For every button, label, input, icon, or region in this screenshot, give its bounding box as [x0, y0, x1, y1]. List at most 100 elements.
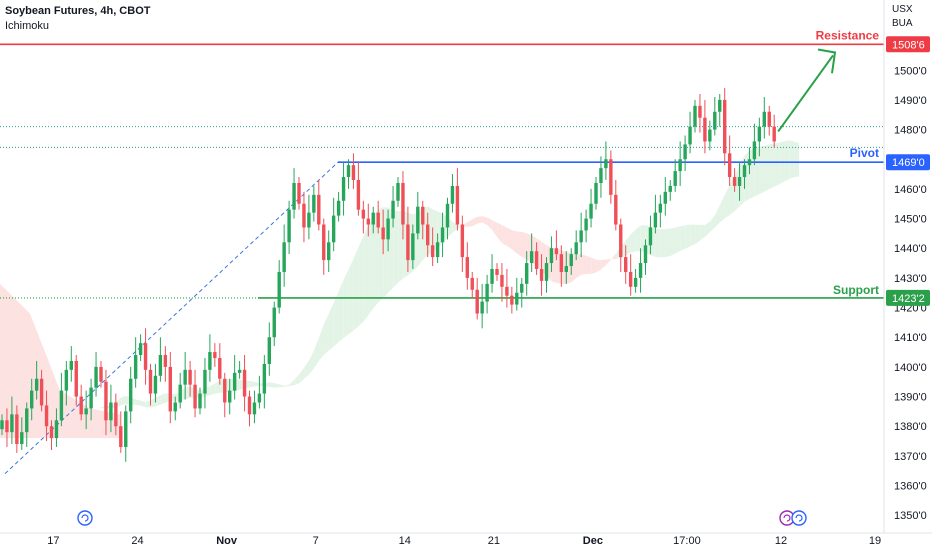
resistance-label: Resistance	[816, 28, 880, 42]
cloud-segment	[635, 225, 641, 252]
candle-body	[371, 212, 375, 225]
x-tick-label: 19	[869, 535, 881, 547]
candle-body	[237, 369, 242, 373]
cloud-segment	[299, 367, 305, 384]
cloud-segment	[690, 224, 696, 247]
candle-body	[208, 352, 212, 370]
candle-body	[64, 369, 69, 391]
candle-body	[673, 171, 677, 186]
candle-body	[569, 254, 573, 267]
candle-body	[20, 432, 24, 445]
level-labels: Resistance Pivot Support	[816, 28, 880, 297]
candle-body	[39, 378, 44, 406]
cloud-segment	[764, 144, 770, 192]
cloud-segment	[269, 382, 275, 388]
cloud-segment	[695, 224, 701, 244]
candle-body	[257, 393, 262, 403]
cloud-segment	[353, 246, 359, 331]
cloud-segment	[477, 216, 483, 224]
cloud-segment	[294, 374, 300, 386]
candle-body	[396, 182, 400, 201]
cloud-segment	[358, 235, 364, 327]
candle-body	[59, 390, 64, 421]
cloud-segment	[314, 337, 320, 369]
resistance-price-text: 1508'6	[892, 39, 925, 51]
candle-body	[480, 301, 484, 314]
candle-body	[104, 381, 108, 421]
candle-body	[133, 355, 138, 379]
support-price-text: 1423'2	[892, 293, 925, 305]
candle-body	[426, 224, 430, 246]
candle-body	[490, 269, 494, 284]
cloud-segment	[789, 140, 795, 179]
y-tick-label: 1480'0	[894, 125, 927, 137]
candle-body	[302, 203, 306, 228]
candle-body	[138, 343, 143, 356]
candle-body	[0, 420, 4, 430]
sync-icon[interactable]	[77, 510, 93, 526]
candle-body	[282, 242, 286, 272]
candle-body	[713, 111, 717, 130]
candle-body	[638, 263, 643, 278]
cloud-segment	[467, 219, 473, 227]
cloud-segment	[121, 395, 126, 406]
indicator-label[interactable]: Ichimoku	[5, 20, 50, 32]
candle-body	[752, 141, 757, 160]
candle-body	[604, 159, 608, 169]
cloud-segment	[507, 227, 513, 250]
candle-body	[252, 402, 257, 415]
candle-body	[327, 242, 331, 261]
candle-body	[668, 185, 672, 192]
candle-body	[619, 224, 623, 258]
candle-body	[772, 126, 776, 142]
cloud-segment	[596, 259, 602, 273]
candle-body	[703, 117, 707, 142]
cloud-segment	[759, 145, 765, 195]
cloud-segment	[769, 143, 775, 189]
cloud-segment	[279, 384, 285, 388]
candle-body	[307, 212, 311, 228]
resistance-price-tag	[886, 36, 930, 53]
candle-body	[356, 180, 361, 210]
support-price-tag	[886, 289, 930, 306]
candle-body	[747, 159, 752, 166]
candle-body	[183, 369, 187, 385]
candle-body	[693, 105, 697, 127]
cloud-segment	[670, 227, 676, 256]
candle-body	[109, 402, 113, 421]
candle-body	[594, 182, 598, 204]
cloud-segment	[724, 184, 730, 219]
candle-body	[406, 224, 410, 261]
candle-body	[69, 360, 73, 370]
cloud-segment	[368, 215, 374, 315]
candle-body	[718, 99, 722, 112]
candle-body	[84, 408, 88, 415]
candle-body	[505, 286, 509, 296]
cloud-segment	[284, 384, 290, 387]
candle-body	[539, 269, 544, 281]
cloud-segment	[96, 407, 102, 409]
candle-body	[228, 390, 232, 403]
candle-body	[386, 218, 390, 240]
candle-body	[445, 203, 450, 228]
cloud-segment	[715, 204, 720, 228]
candle-body	[188, 369, 192, 385]
sync-icon[interactable]	[791, 510, 807, 526]
unit-label: BUA	[892, 18, 913, 29]
candle-body	[178, 384, 182, 403]
candle-body	[574, 242, 578, 255]
candle-body	[767, 111, 771, 127]
cloud-segment	[472, 216, 478, 227]
support-label: Support	[833, 283, 879, 297]
cloud-segment	[309, 350, 315, 375]
candle-body	[485, 283, 489, 302]
candle-body	[351, 165, 356, 181]
candle-body	[218, 357, 222, 379]
candle-body	[193, 384, 197, 409]
trendline	[4, 161, 339, 475]
cloud-segment	[457, 225, 463, 229]
candle-body	[510, 295, 514, 305]
candle-body	[460, 224, 465, 258]
sync-icon	[795, 514, 803, 522]
